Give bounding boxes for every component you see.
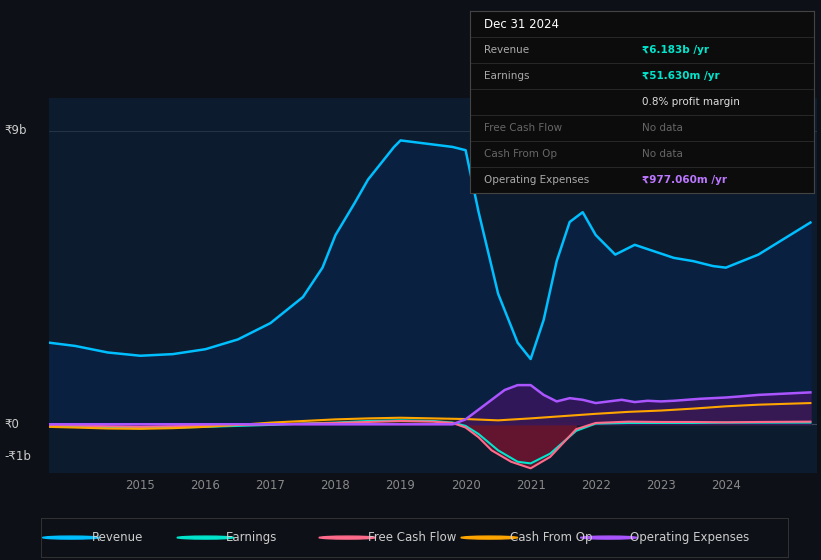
Text: No data: No data [642,123,683,133]
Text: Cash From Op: Cash From Op [510,531,593,544]
Circle shape [177,536,234,539]
Text: ₹0: ₹0 [4,418,19,431]
Text: ₹977.060m /yr: ₹977.060m /yr [642,175,727,185]
Text: Free Cash Flow: Free Cash Flow [484,123,562,133]
Text: Revenue: Revenue [484,45,530,55]
Circle shape [43,536,99,539]
Text: ₹6.183b /yr: ₹6.183b /yr [642,45,709,55]
Text: Cash From Op: Cash From Op [484,149,557,159]
Text: No data: No data [642,149,683,159]
Text: Operating Expenses: Operating Expenses [484,175,589,185]
Text: Revenue: Revenue [92,531,143,544]
Circle shape [461,536,518,539]
Text: ₹9b: ₹9b [4,124,26,137]
Text: 0.8% profit margin: 0.8% profit margin [642,97,740,107]
Circle shape [319,536,376,539]
Text: Earnings: Earnings [484,71,530,81]
Text: Operating Expenses: Operating Expenses [630,531,749,544]
Text: ₹51.630m /yr: ₹51.630m /yr [642,71,720,81]
Text: Free Cash Flow: Free Cash Flow [369,531,456,544]
Circle shape [580,536,637,539]
Text: Dec 31 2024: Dec 31 2024 [484,18,559,31]
Text: -₹1b: -₹1b [4,450,31,463]
Text: Earnings: Earnings [227,531,277,544]
